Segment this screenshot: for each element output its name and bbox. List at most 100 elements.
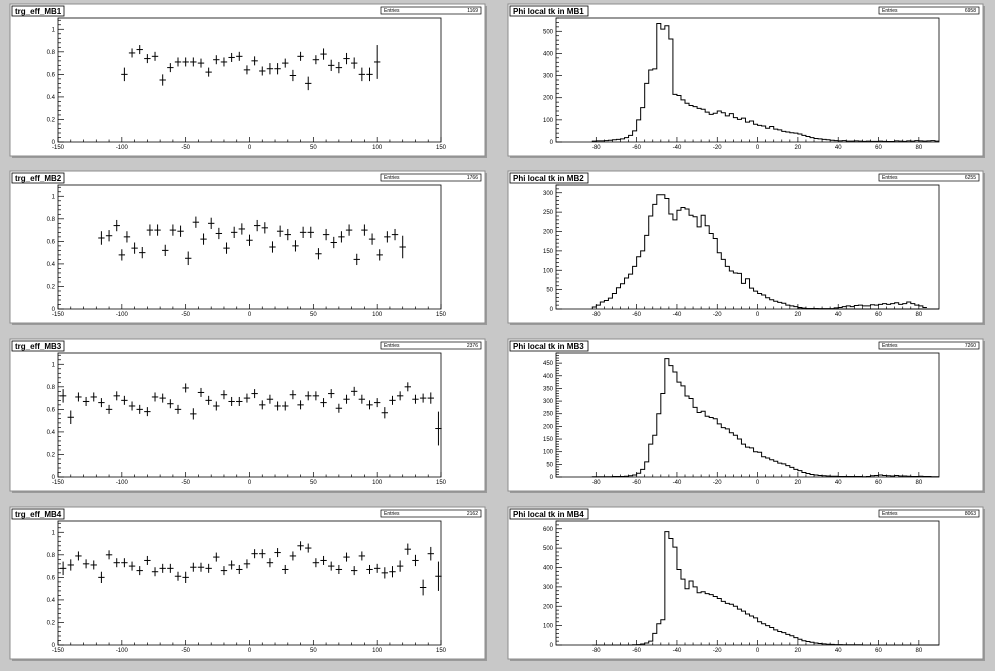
data-point [376, 249, 383, 261]
data-point [185, 251, 192, 266]
panel-frame [507, 338, 984, 492]
y-tick-label: 0.8 [47, 50, 56, 56]
data-point [197, 387, 205, 397]
data-point [121, 395, 128, 405]
title-box [11, 340, 65, 352]
y-tick-label: 500 [543, 29, 554, 35]
panel-title: Phi local tk in MB4 [513, 510, 584, 519]
y-tick-label: 450 [543, 361, 554, 367]
data-point [144, 407, 151, 417]
x-tick-label: 50 [310, 145, 317, 151]
data-point [328, 59, 335, 71]
stats-label: Entries [882, 511, 898, 517]
y-tick-label: 0 [550, 307, 554, 313]
panel-title: trg_eff_MB1 [15, 7, 62, 16]
x-tick-label: -40 [673, 648, 682, 654]
panel-frame [9, 3, 486, 157]
data-point [259, 400, 266, 410]
data-point [213, 552, 220, 562]
data-point [98, 571, 105, 583]
y-tick-label: 1 [52, 530, 56, 536]
y-tick-label: 0.2 [47, 284, 56, 290]
data-point [190, 57, 197, 67]
data-point [213, 55, 220, 65]
x-tick-label: 20 [795, 480, 802, 486]
y-tick-label: 250 [543, 412, 554, 418]
stats-box [380, 509, 482, 518]
data-point [251, 389, 258, 399]
data-point [197, 58, 205, 68]
y-tick-label: 50 [546, 462, 553, 468]
data-point [350, 57, 358, 69]
stats-box [878, 341, 980, 350]
x-tick-label: 40 [835, 648, 842, 654]
y-tick-label: 0 [52, 475, 56, 481]
data-point [284, 228, 291, 241]
stats-value: 1766 [467, 175, 478, 181]
data-point [435, 411, 442, 446]
y-tick-label: 150 [543, 249, 554, 255]
stats-value: 6958 [965, 8, 976, 14]
data-point [215, 227, 223, 240]
data-point [123, 231, 131, 243]
data-point [182, 383, 189, 393]
x-tick-label: -100 [116, 312, 129, 318]
x-tick-label: -100 [116, 480, 129, 486]
data-point [292, 240, 299, 252]
histogram-line [591, 23, 939, 143]
x-tick-label: -40 [673, 145, 682, 151]
data-point [373, 563, 381, 573]
data-point [282, 564, 289, 574]
data-point [243, 559, 251, 569]
data-point [182, 571, 189, 583]
data-point [136, 404, 143, 414]
data-point [182, 57, 189, 67]
data-point [98, 231, 105, 245]
title-box [11, 508, 65, 520]
data-point [251, 56, 258, 66]
y-tick-label: 100 [543, 450, 554, 456]
x-tick-label: 0 [756, 145, 760, 151]
data-point [154, 224, 161, 236]
data-point [243, 65, 251, 75]
panel-title: Phi local tk in MB1 [513, 7, 584, 16]
x-tick-label: 60 [875, 312, 882, 318]
data-point [368, 233, 376, 245]
stats-box [380, 173, 482, 182]
data-point [299, 226, 307, 238]
plot-area [555, 352, 940, 478]
data-point [90, 560, 97, 570]
x-tick-label: 80 [915, 312, 922, 318]
x-tick-label: 150 [436, 480, 447, 486]
data-point [167, 63, 174, 73]
data-point [118, 249, 126, 261]
x-tick-label: 0 [248, 648, 252, 654]
data-point [205, 395, 212, 405]
data-point [266, 558, 274, 568]
x-tick-label: 20 [795, 312, 802, 318]
y-tick-label: 100 [543, 624, 554, 630]
y-tick-label: 0 [52, 140, 56, 146]
x-tick-label: 80 [915, 145, 922, 151]
data-point [213, 401, 220, 411]
x-tick-label: -20 [713, 145, 722, 151]
data-point [236, 564, 243, 574]
data-point [274, 63, 281, 75]
panel-frame [9, 506, 486, 660]
x-tick-label: 150 [436, 312, 447, 318]
data-point [350, 566, 358, 576]
data-point [373, 45, 381, 79]
x-tick-label: 150 [436, 145, 447, 151]
data-point [335, 564, 343, 574]
title-box [509, 172, 589, 184]
stats-label: Entries [882, 175, 898, 181]
data-point [350, 386, 358, 396]
data-point [328, 561, 335, 571]
data-point [128, 48, 136, 58]
x-tick-label: -80 [592, 480, 601, 486]
data-point [361, 224, 368, 236]
data-point [177, 225, 184, 237]
x-tick-label: 50 [310, 648, 317, 654]
y-tick-label: 0.6 [47, 575, 56, 581]
x-tick-label: -60 [632, 312, 641, 318]
